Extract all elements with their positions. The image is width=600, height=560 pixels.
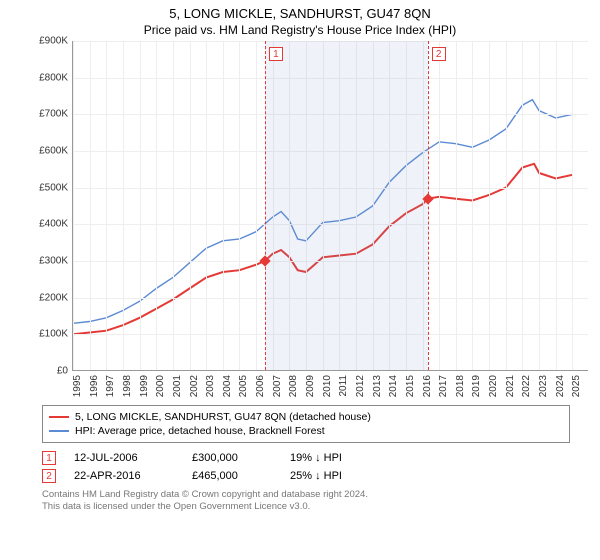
x-tick-label: 2017 [438, 375, 449, 397]
footer-line-2: This data is licensed under the Open Gov… [42, 501, 570, 513]
x-tick-label: 2004 [222, 375, 233, 397]
x-tick-label: 2025 [571, 375, 582, 397]
x-tick-label: 2016 [422, 375, 433, 397]
sale-marker-label: 1 [269, 47, 283, 61]
plot-area: 12 [72, 41, 588, 371]
sale-date: 12-JUL-2006 [74, 452, 174, 464]
y-tick-label: £500K [39, 182, 68, 193]
sale-marker-label: 2 [432, 47, 446, 61]
sale-price: £465,000 [192, 470, 272, 482]
y-tick-label: £0 [57, 366, 68, 377]
x-tick-label: 1995 [72, 375, 83, 397]
x-tick-label: 1999 [139, 375, 150, 397]
x-tick-label: 1996 [89, 375, 100, 397]
chart-area: £0 £100K £200K £300K £400K £500K £600K £700K £80… [28, 41, 588, 401]
sale-row: 1 12-JUL-2006 £300,000 19% ↓ HPI [42, 449, 570, 467]
x-tick-label: 2003 [205, 375, 216, 397]
legend-swatch-icon [49, 416, 69, 418]
sale-hpi-delta: 19% ↓ HPI [290, 452, 380, 464]
footer-line-1: Contains HM Land Registry data © Crown c… [42, 489, 570, 501]
y-tick-label: £400K [39, 219, 68, 230]
x-tick-label: 2023 [538, 375, 549, 397]
y-axis: £0£100K£200K£300K£400K£500K£600K£700K£80… [28, 41, 72, 371]
x-tick-label: 2019 [471, 375, 482, 397]
sale-period-shade [265, 41, 428, 370]
legend-item: 5, LONG MICKLE, SANDHURST, GU47 8QN (det… [49, 410, 563, 424]
x-tick-label: 2005 [238, 375, 249, 397]
y-tick-label: £200K [39, 292, 68, 303]
x-tick-label: 2000 [155, 375, 166, 397]
sale-number-badge: 1 [42, 451, 56, 465]
x-tick-label: 2013 [372, 375, 383, 397]
sale-vertical-line [265, 41, 266, 370]
x-axis: 1995 1996 1997 1998 1999 2000 2001 2002 2003 2004… [72, 371, 588, 401]
x-tick-label: 2024 [555, 375, 566, 397]
chart-subtitle: Price paid vs. HM Land Registry's House … [0, 21, 600, 41]
chart-container: 5, LONG MICKLE, SANDHURST, GU47 8QN Pric… [0, 0, 600, 560]
chart-title: 5, LONG MICKLE, SANDHURST, GU47 8QN [0, 0, 600, 21]
y-tick-label: £600K [39, 146, 68, 157]
legend: 5, LONG MICKLE, SANDHURST, GU47 8QN (det… [42, 405, 570, 443]
y-tick-label: £900K [39, 36, 68, 47]
x-tick-label: 2020 [488, 375, 499, 397]
x-tick-label: 2008 [288, 375, 299, 397]
sale-vertical-line [428, 41, 429, 370]
x-tick-label: 2011 [338, 375, 349, 397]
legend-label: HPI: Average price, detached house, Brac… [75, 425, 325, 437]
footer-text: Contains HM Land Registry data © Crown c… [42, 489, 570, 514]
x-tick-label: 2001 [172, 375, 183, 397]
x-tick-label: 2022 [521, 375, 532, 397]
x-tick-label: 1997 [105, 375, 116, 397]
sale-price: £300,000 [192, 452, 272, 464]
x-tick-label: 2018 [455, 375, 466, 397]
sale-number-badge: 2 [42, 469, 56, 483]
x-tick-label: 2002 [189, 375, 200, 397]
x-tick-label: 2015 [405, 375, 416, 397]
legend-swatch-icon [49, 430, 69, 432]
x-tick-label: 2010 [322, 375, 333, 397]
y-tick-label: £100K [39, 329, 68, 340]
y-tick-label: £700K [39, 109, 68, 120]
x-tick-label: 2014 [388, 375, 399, 397]
sales-table: 1 12-JUL-2006 £300,000 19% ↓ HPI 2 22-APR-201… [42, 449, 570, 485]
x-tick-label: 2007 [272, 375, 283, 397]
y-tick-label: £800K [39, 72, 68, 83]
x-tick-label: 2009 [305, 375, 316, 397]
y-tick-label: £300K [39, 256, 68, 267]
x-tick-label: 2006 [255, 375, 266, 397]
x-tick-label: 2021 [505, 375, 516, 397]
sale-row: 2 22-APR-2016 £465,000 25% ↓ HPI [42, 467, 570, 485]
x-tick-label: 1998 [122, 375, 133, 397]
sale-hpi-delta: 25% ↓ HPI [290, 470, 380, 482]
x-tick-label: 2012 [355, 375, 366, 397]
legend-item: HPI: Average price, detached house, Brac… [49, 424, 563, 438]
sale-date: 22-APR-2016 [74, 470, 174, 482]
legend-label: 5, LONG MICKLE, SANDHURST, GU47 8QN (det… [75, 411, 371, 423]
